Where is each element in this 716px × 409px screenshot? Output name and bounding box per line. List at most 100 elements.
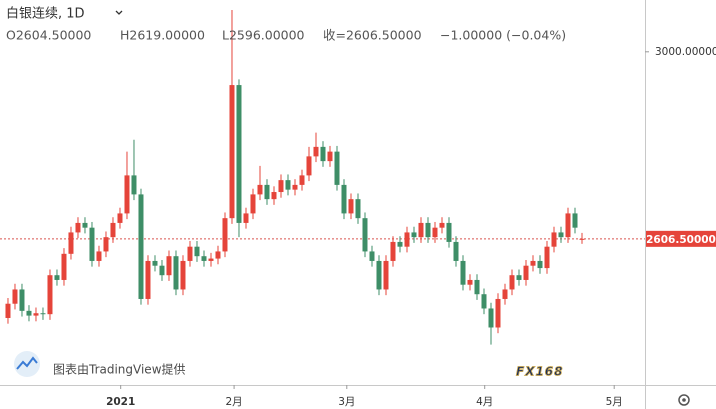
settings-icon[interactable] [682,398,686,402]
x-tick-label: 2月 [225,396,242,408]
candle-body [341,184,347,214]
candle-body [446,222,452,242]
candle-body [40,313,46,315]
candle-body [47,275,53,315]
candle-body [61,253,67,280]
x-tick-label: 2021 [106,396,135,408]
dropdown-icon[interactable] [115,10,123,15]
candle-body [117,213,123,223]
candle-body [397,241,403,247]
candle-body [362,218,368,252]
candle-body [152,260,158,266]
candle-body [558,232,564,238]
candle-body [82,222,88,228]
candle-body [334,151,340,185]
x-tick-label: 5月 [606,396,623,408]
candle-body [159,265,165,276]
candle-body [404,232,410,247]
candle-body [229,85,235,219]
settings-icon[interactable] [678,394,690,406]
x-tick-label: 3月 [338,396,355,408]
ohlc-open: O2604.50000 [6,28,91,43]
candle-body [124,175,130,214]
candle-body [243,213,249,223]
price-label: 2606.50000 [646,234,716,246]
candle-body [187,246,193,261]
candle-body [509,275,515,290]
price-label-box [646,230,716,247]
candle-body [376,260,382,290]
candle-body [68,232,74,254]
candle-body [12,289,18,304]
candle-body [306,156,312,176]
candle-body [26,310,32,316]
candle-body [460,260,466,285]
candle-body [551,232,557,247]
candle-body [516,275,522,280]
candle-body [75,222,81,233]
candle-body [278,180,284,193]
candle-body [285,180,291,190]
candle-body [250,194,256,214]
settings-icon[interactable] [678,394,690,406]
candle-body [327,151,333,162]
candle-body [579,238,585,240]
candle-body [103,237,109,252]
candle-body [537,260,543,269]
candle-body [418,222,424,238]
candle-body [523,265,529,280]
candle-body [215,251,221,259]
candle-body [320,146,326,162]
candle-body [348,199,354,214]
candle-body [54,275,60,280]
candle-body [173,256,179,290]
candle-body [439,222,445,228]
candle-body [271,192,277,200]
candle-body [194,246,200,257]
y-tick-label: 3000.00000 [655,46,716,58]
watermark: 图表由TradingView提供 [53,362,186,377]
candle-body [502,289,508,299]
candle-body [390,241,396,261]
symbol-title[interactable]: 白银连续, 1D [6,6,85,22]
candle-body [33,313,39,316]
candle-body [208,258,214,261]
candle-body [19,289,25,311]
ohlc-close: 收=2606.50000 [323,28,422,43]
candle-body [411,232,417,238]
candle-body [481,294,487,309]
candle-body [89,227,95,261]
candle-body [488,308,494,328]
candle-body [544,246,550,269]
candle-body [166,256,172,276]
candle-body [369,251,375,261]
candle-body [572,213,578,228]
candle-body [264,184,270,200]
candle-body [299,175,305,185]
candle-body [96,251,102,261]
candle-body [201,256,207,261]
candle-body [530,260,536,266]
candle-body [145,260,151,299]
candle-body [467,279,473,285]
candle-body [355,199,361,219]
candle-body [5,303,11,318]
ohlc-low: L2596.00000 [222,28,305,43]
candle-body [222,218,228,252]
candle-body [453,241,459,261]
candle-body [138,194,144,299]
plot [0,9,645,345]
fx168-logo: FX168 [516,365,564,379]
candle-body [565,213,571,238]
tradingview-logo [14,351,40,377]
candle-body [257,184,263,195]
candle-body [110,222,116,238]
ohlc-change: −1.00000 (−0.04%) [440,28,566,43]
candle-body [180,260,186,290]
candle-body [383,260,389,290]
candle-body [292,184,298,190]
candle-body [474,279,480,295]
candle-body [236,85,242,223]
candle-body [131,175,137,195]
